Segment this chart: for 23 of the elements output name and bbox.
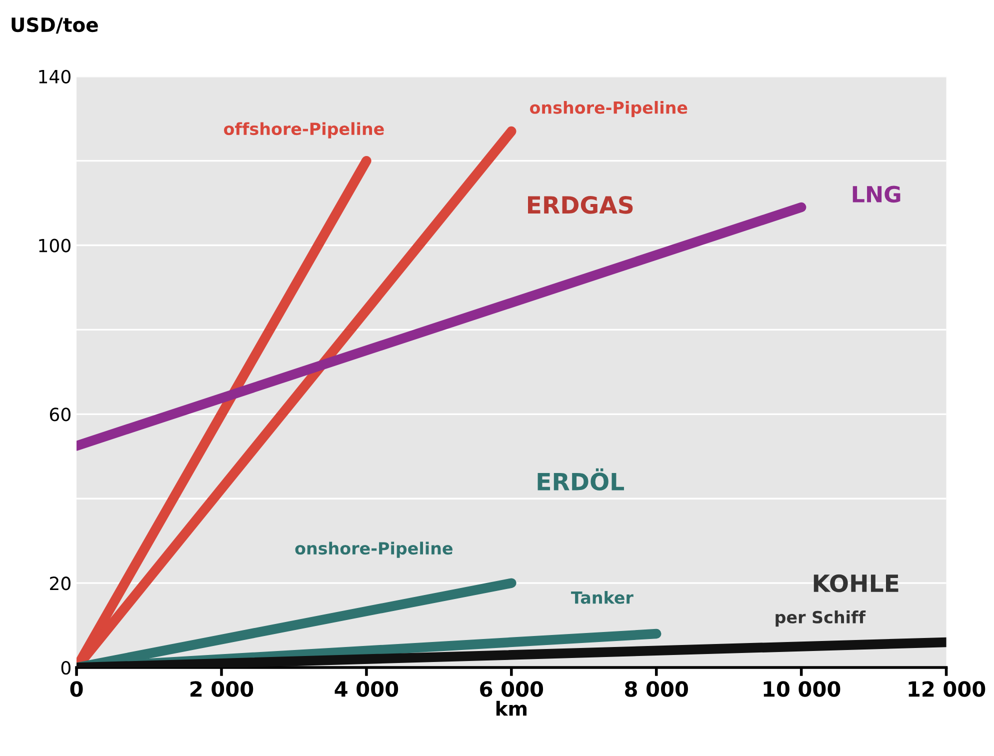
x-tick-label: 8 000 [625, 681, 688, 697]
x-tick-label: 10 000 [764, 681, 840, 697]
x-tick-label: 6 000 [480, 681, 544, 697]
x-tick-label: 12 000 [908, 681, 986, 697]
y-tick-label: 0 [61, 661, 70, 675]
y-axis-title: USD/toe [12, 17, 98, 34]
y-tick-label: 20 [50, 576, 70, 590]
series-label: offshore-Pipeline [224, 122, 384, 138]
annotation: ERDGAS [528, 196, 633, 214]
series-label: per Schiff [776, 610, 866, 627]
annotation: ERDÖL [538, 468, 624, 491]
series-label: onshore-Pipeline [530, 100, 688, 118]
annotation: KOHLE [814, 574, 898, 592]
text: LNG [852, 186, 900, 203]
series-label: Tanker [571, 590, 634, 604]
x-tick-label: 2 000 [190, 681, 254, 697]
y-tick-label: 140 [39, 70, 70, 84]
text: onshore-Pipeline [295, 542, 452, 558]
x-tick-label: 4 000 [334, 681, 398, 697]
x-axis-title: km [496, 700, 526, 716]
x-tick-label: 0 [70, 681, 83, 697]
y-tick-label: 100 [39, 238, 70, 252]
y-tick-label: 60 [50, 408, 70, 422]
